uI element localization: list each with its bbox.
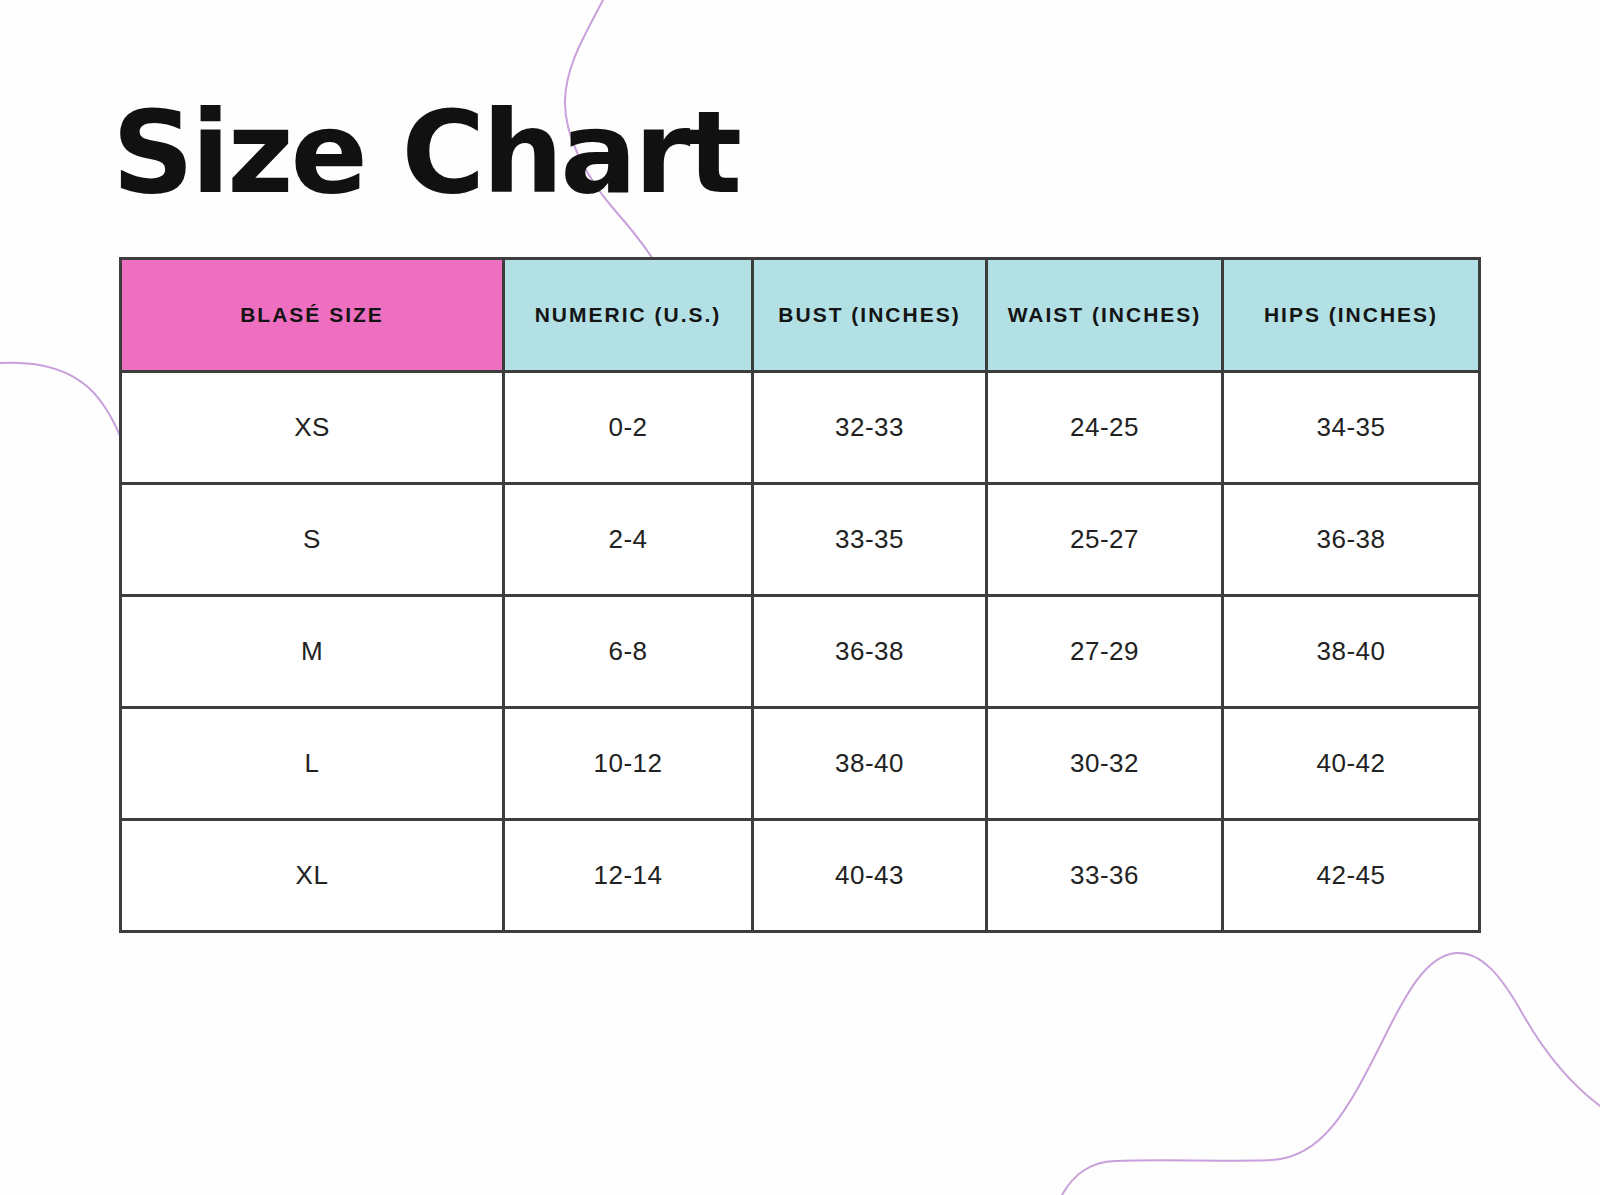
cell-bust: 33-35 — [753, 484, 987, 596]
header-cell-bust: BUST (INCHES) — [753, 259, 987, 372]
cell-size: M — [121, 596, 504, 708]
cell-size: XL — [121, 820, 504, 932]
cell-numeric: 6-8 — [504, 596, 753, 708]
cell-bust: 38-40 — [753, 708, 987, 820]
table-header: BLASÉ SIZE NUMERIC (U.S.) BUST (INCHES) … — [121, 259, 1480, 372]
cell-numeric: 10-12 — [504, 708, 753, 820]
table-row-s: S 2-4 33-35 25-27 36-38 — [121, 484, 1480, 596]
size-chart-page: { "page": { "title": "Size Chart" }, "co… — [0, 0, 1600, 1195]
cell-size: XS — [121, 372, 504, 484]
table-body: XS 0-2 32-33 24-25 34-35 S 2-4 33-35 25-… — [121, 372, 1480, 932]
cell-size: L — [121, 708, 504, 820]
cell-waist: 30-32 — [987, 708, 1223, 820]
table-row-m: M 6-8 36-38 27-29 38-40 — [121, 596, 1480, 708]
cell-bust: 36-38 — [753, 596, 987, 708]
cell-hips: 42-45 — [1223, 820, 1480, 932]
cell-bust: 40-43 — [753, 820, 987, 932]
cell-waist: 27-29 — [987, 596, 1223, 708]
cell-numeric: 2-4 — [504, 484, 753, 596]
table-row-l: L 10-12 38-40 30-32 40-42 — [121, 708, 1480, 820]
decorative-curve-bottom-right-icon — [1062, 953, 1600, 1195]
cell-waist: 25-27 — [987, 484, 1223, 596]
table-row-xs: XS 0-2 32-33 24-25 34-35 — [121, 372, 1480, 484]
header-cell-waist: WAIST (INCHES) — [987, 259, 1223, 372]
page-title: Size Chart — [112, 96, 739, 210]
size-chart-table: BLASÉ SIZE NUMERIC (U.S.) BUST (INCHES) … — [119, 257, 1481, 933]
cell-hips: 36-38 — [1223, 484, 1480, 596]
cell-size: S — [121, 484, 504, 596]
cell-numeric: 0-2 — [504, 372, 753, 484]
cell-waist: 24-25 — [987, 372, 1223, 484]
cell-bust: 32-33 — [753, 372, 987, 484]
header-cell-hips: HIPS (INCHES) — [1223, 259, 1480, 372]
cell-numeric: 12-14 — [504, 820, 753, 932]
cell-hips: 38-40 — [1223, 596, 1480, 708]
decorative-curve-left-icon — [0, 363, 121, 438]
cell-hips: 40-42 — [1223, 708, 1480, 820]
header-cell-blase-size: BLASÉ SIZE — [121, 259, 504, 372]
header-row: BLASÉ SIZE NUMERIC (U.S.) BUST (INCHES) … — [121, 259, 1480, 372]
cell-hips: 34-35 — [1223, 372, 1480, 484]
header-cell-numeric: NUMERIC (U.S.) — [504, 259, 753, 372]
table-row-xl: XL 12-14 40-43 33-36 42-45 — [121, 820, 1480, 932]
cell-waist: 33-36 — [987, 820, 1223, 932]
